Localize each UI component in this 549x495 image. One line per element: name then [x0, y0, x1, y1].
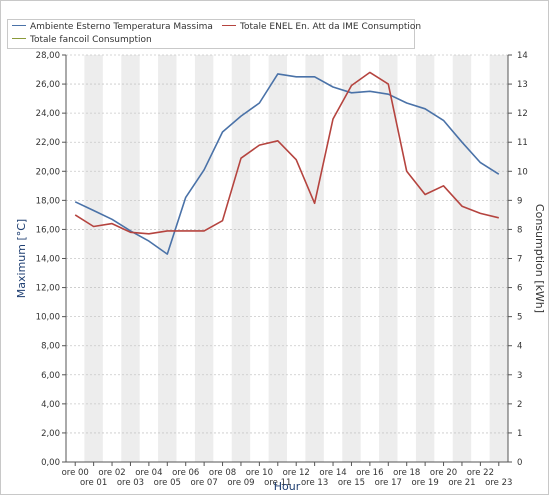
y-tick-label: 24,00	[36, 109, 60, 119]
x-axis-title: Hour	[274, 480, 301, 493]
x-tick-label: ore 05	[154, 478, 181, 488]
y-right-tick-label: 14	[517, 51, 528, 61]
x-tick-label: ore 09	[227, 478, 254, 488]
x-tick-label: ore 19	[411, 478, 438, 488]
series-line-0	[74, 73, 500, 255]
y-tick-label: 16,00	[36, 225, 60, 235]
y-tick-label: 10,00	[36, 313, 60, 323]
hour-band	[84, 55, 103, 462]
y-right-tick-label: 11	[517, 138, 528, 148]
x-tick-label: ore 16	[356, 468, 383, 478]
hour-bands	[84, 55, 508, 462]
hour-band	[268, 55, 287, 462]
x-tick-label: ore 00	[62, 468, 89, 478]
legend-label-fancoil: Totale fancoil Consumption	[30, 35, 152, 45]
x-tick-label: ore 03	[117, 478, 144, 488]
series-lines	[74, 71, 500, 255]
y-right-tick-label: 10	[517, 167, 528, 177]
axis-labels: 0,00 2,00 4,00 6,00 8,00 10,00 12,00 14,00 16,00…	[15, 51, 546, 493]
x-tick-label: ore 13	[301, 478, 328, 488]
x-tick-label: ore 17	[375, 478, 402, 488]
x-tick-label: ore 10	[246, 468, 273, 478]
legend-label-ambiente: Ambiente Esterno Temperatura Massima	[30, 22, 213, 32]
hour-band	[379, 55, 398, 462]
x-tick-label: ore 08	[209, 468, 236, 478]
x-tick-label: ore 21	[448, 478, 475, 488]
x-tick-label: ore 14	[319, 468, 346, 478]
legend-item-ambiente: Ambiente Esterno Temperatura Massima	[12, 22, 213, 32]
y-axis-title: Maximum [°C]	[15, 219, 28, 298]
y-tick-label: 22,00	[36, 138, 60, 148]
y-right-tick-label: 9	[517, 196, 522, 206]
y-tick-label: 14,00	[36, 255, 60, 265]
x-tick-label: ore 18	[393, 468, 420, 478]
legend-swatch-fancoil	[12, 38, 26, 39]
hour-band	[415, 55, 435, 462]
y-right-tick-label: 4	[517, 342, 522, 352]
y-tick-label: 18,00	[36, 196, 60, 206]
y-right-tick-label: 1	[517, 429, 522, 439]
hour-band	[231, 55, 251, 462]
x-tick-label: ore 07	[190, 478, 217, 488]
y-right-tick-label: 2	[517, 400, 522, 410]
y-right-tick-label: 8	[517, 225, 522, 235]
y-tick-label: 28,00	[36, 51, 60, 61]
y-right-tick-label: 7	[517, 255, 522, 265]
y-tick-label: 20,00	[36, 167, 60, 177]
y-tick-label: 12,00	[36, 284, 60, 294]
y-tick-label: 0,00	[41, 458, 60, 468]
y-tick-label: 2,00	[41, 429, 60, 439]
hour-band	[452, 55, 472, 462]
x-tick-label: ore 02	[98, 468, 125, 478]
x-tick-label: ore 23	[485, 478, 512, 488]
legend-label-enel: Totale ENEL En. Att da IME Consumption	[240, 22, 422, 32]
y-right-tick-label: 3	[517, 371, 522, 381]
legend-item-enel: Totale ENEL En. Att da IME Consumption	[222, 22, 421, 32]
y-tick-label: 6,00	[41, 371, 60, 381]
y-tick-label: 4,00	[41, 400, 60, 410]
y-right-tick-label: 6	[517, 284, 522, 294]
legend-item-fancoil: Totale fancoil Consumption	[12, 35, 152, 45]
hour-band	[194, 55, 214, 462]
x-tick-label: ore 22	[467, 468, 494, 478]
x-tick-label: ore 20	[430, 468, 457, 478]
y-right-tick-label: 13	[517, 80, 528, 90]
legend-swatch-enel	[222, 25, 236, 26]
grid-lines	[66, 54, 508, 463]
y-right-tick-label: 0	[517, 458, 522, 468]
legend-swatch-ambiente	[12, 25, 26, 26]
x-tick-label: ore 15	[338, 478, 365, 488]
chart-legend: Ambiente Esterno Temperatura Massima Tot…	[7, 19, 421, 49]
y-tick-label: 8,00	[41, 342, 60, 352]
y-right-tick-label: 5	[517, 313, 522, 323]
axes	[62, 54, 512, 466]
x-tick-label: ore 01	[80, 478, 107, 488]
y-right-axis-title: Consumption [kWh]	[533, 204, 546, 313]
y-tick-label: 26,00	[36, 80, 60, 90]
x-tick-label: ore 12	[283, 468, 310, 478]
series-line-1	[74, 71, 499, 235]
x-tick-label: ore 11	[264, 478, 291, 488]
x-tick-label: ore 04	[135, 468, 162, 478]
x-tick-label: ore 06	[172, 468, 199, 478]
y-right-tick-label: 12	[517, 109, 528, 119]
